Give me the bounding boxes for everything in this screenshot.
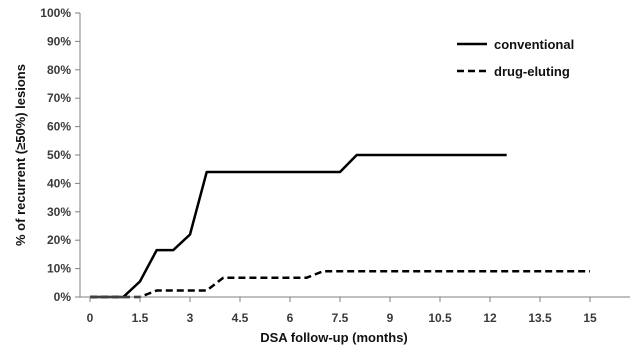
y-tick-label: 0% xyxy=(54,290,72,304)
y-tick-label: 40% xyxy=(47,176,71,190)
plot-lines xyxy=(90,153,590,299)
x-tick-label: 10.5 xyxy=(428,311,452,325)
y-tick-label: 60% xyxy=(47,120,71,134)
x-tick-label: 1.5 xyxy=(132,311,149,325)
legend: conventional drug-eluting xyxy=(457,37,574,79)
y-tick-label: 70% xyxy=(47,91,71,105)
x-tick-label: 13.5 xyxy=(528,311,552,325)
y-tick-label: 20% xyxy=(47,233,71,247)
series-line-conventional xyxy=(90,153,507,299)
y-tick-label: 80% xyxy=(47,63,71,77)
y-axis-ticks: 0% 10% 20% 30% 40% 50% 60% 70% 80% 90% 100% xyxy=(40,6,80,304)
x-tick-label: 7.5 xyxy=(332,311,349,325)
y-tick-label: 10% xyxy=(47,262,71,276)
x-tick-label: 4.5 xyxy=(232,311,249,325)
x-axis-title: DSA follow-up (months) xyxy=(260,330,408,345)
x-tick-label: 0 xyxy=(87,311,94,325)
y-tick-label: 90% xyxy=(47,34,71,48)
y-tick-label: 50% xyxy=(47,148,71,162)
series-line-drug-eluting xyxy=(90,269,590,299)
legend-item-drug-eluting: drug-eluting xyxy=(457,64,570,79)
x-tick-label: 9 xyxy=(387,311,394,325)
legend-label-conventional: conventional xyxy=(494,37,574,52)
x-axis-ticks: 0 1.5 3 4.5 6 7.5 9 10.5 12 13.5 15 xyxy=(87,297,597,325)
legend-item-conventional: conventional xyxy=(457,37,574,52)
y-tick-label: 100% xyxy=(40,6,71,20)
legend-label-drug-eluting: drug-eluting xyxy=(494,64,570,79)
x-tick-label: 12 xyxy=(483,311,497,325)
y-tick-label: 30% xyxy=(47,205,71,219)
y-axis-title: % of recurrent (≥50%) lesions xyxy=(13,64,28,246)
x-tick-label: 3 xyxy=(187,311,194,325)
x-tick-label: 15 xyxy=(583,311,597,325)
x-tick-label: 6 xyxy=(287,311,294,325)
